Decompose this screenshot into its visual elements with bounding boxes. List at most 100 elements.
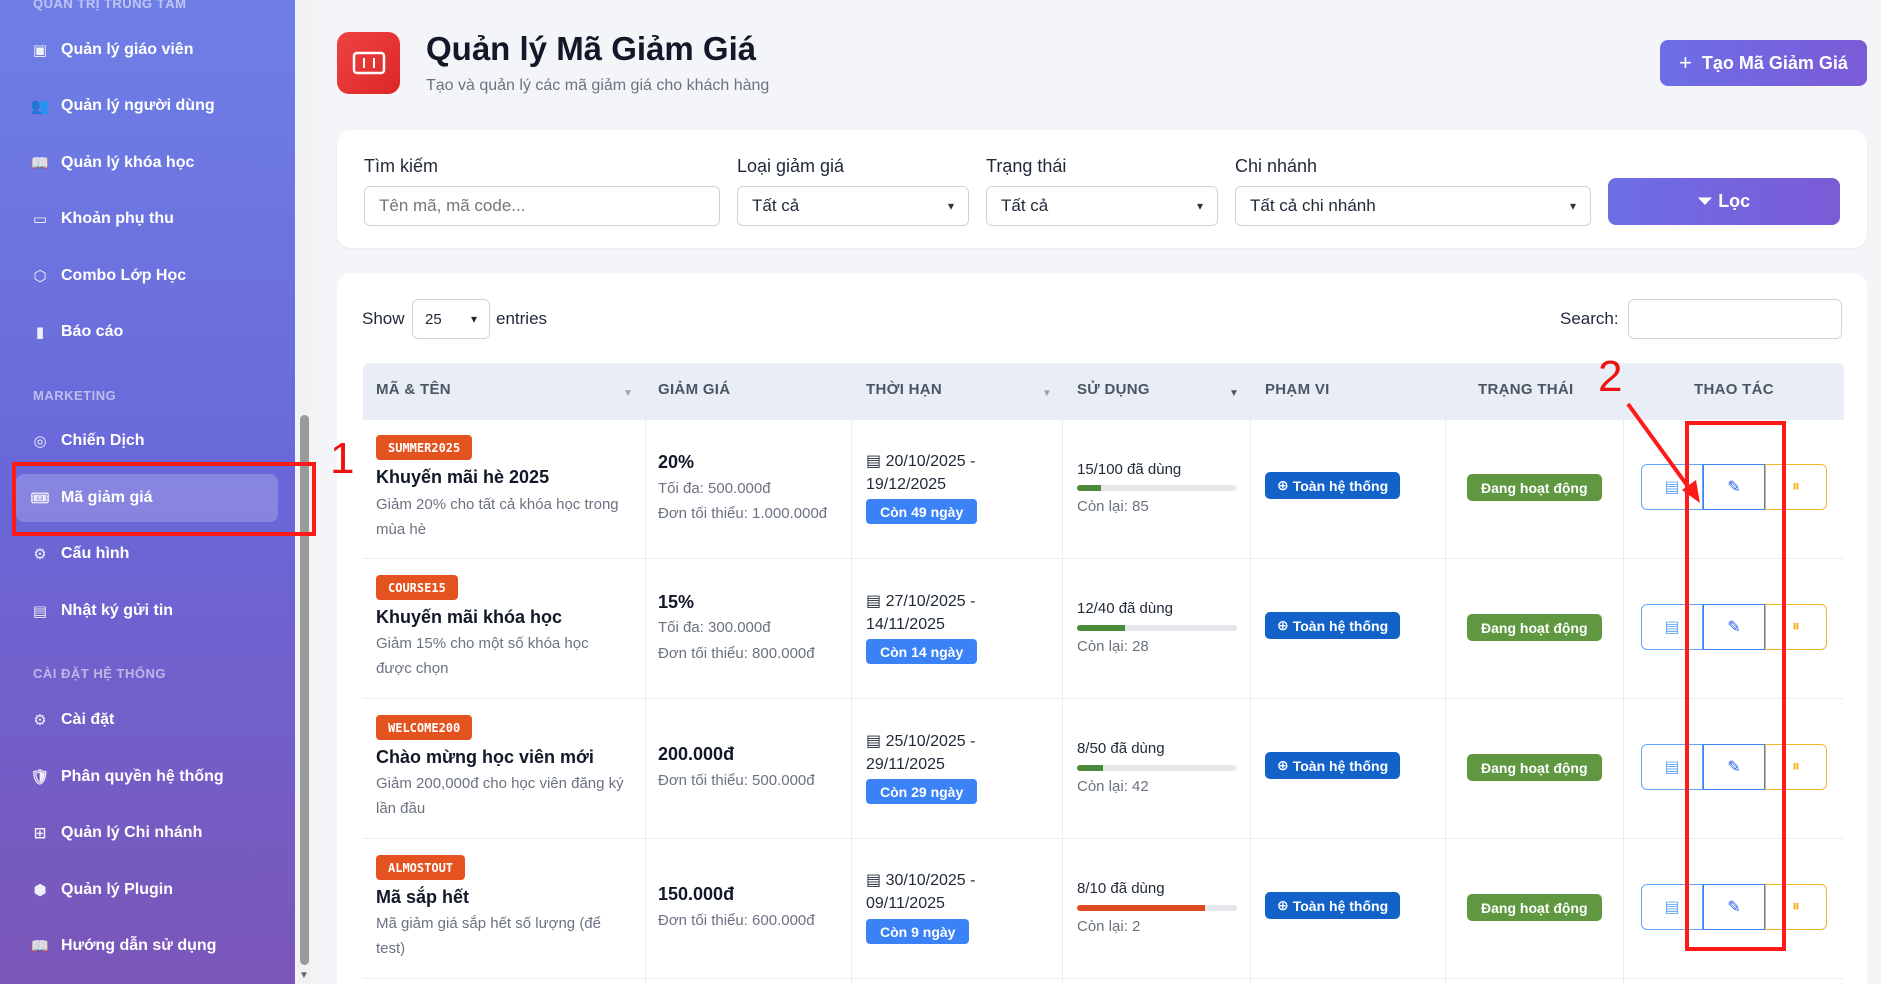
sitemap-icon: ⊞: [33, 825, 47, 842]
coupon-name: Khuyến mãi khóa học: [376, 607, 563, 627]
sidebar-item-plugins[interactable]: ⬢ Quản lý Plugin: [16, 866, 278, 914]
col-header-usage[interactable]: SỬ DỤNG: [1077, 381, 1150, 398]
coupon-code-badge: SUMMER2025: [376, 435, 473, 460]
col-header-code[interactable]: MÃ & TÊN: [376, 381, 451, 398]
sidebar-item-branches[interactable]: ⊞ Quản lý Chi nhánh: [16, 809, 278, 857]
sidebar-item-guide[interactable]: 📖 Hướng dẫn sử dụng: [30, 937, 217, 955]
annotation-label-2: 2: [1598, 352, 1623, 401]
sidebar: QUẢN TRỊ TRUNG TÂM ▣ Quản lý giáo viên 👥 Q…: [0, 0, 295, 984]
usage-count: 8/10 đã dùng: [1077, 880, 1165, 897]
plugin-icon: ⬢: [33, 882, 47, 899]
view-button[interactable]: ▤: [1641, 744, 1703, 790]
status-badge: Đang hoạt động: [1467, 614, 1602, 641]
col-header-status: TRẠNG THÁI: [1478, 381, 1574, 398]
validity-dates: ▤ 30/10/2025 -09/11/2025: [866, 872, 976, 912]
wallet-icon: ▭: [32, 211, 48, 228]
sort-active-icon[interactable]: ▼: [1229, 388, 1239, 399]
scope-badge: ⊕ Toàn hệ thống: [1265, 472, 1401, 499]
usage-progress-bar: [1077, 765, 1237, 771]
col-header-discount[interactable]: GIẢM GIÁ: [658, 381, 731, 398]
funnel-icon: ⏷: [1697, 191, 1713, 211]
table-search-label: Search:: [1560, 309, 1619, 328]
discount-min-order: Đơn tối thiểu: 1.000.000đ: [658, 505, 828, 522]
coupon-name: Khuyến mãi hè 2025: [376, 467, 550, 487]
sort-icon[interactable]: ▼: [1042, 388, 1052, 399]
teacher-icon: ▣: [32, 42, 48, 59]
edit-button[interactable]: ✎: [1703, 884, 1765, 930]
ticket-icon: 🎟: [30, 490, 50, 507]
create-coupon-button[interactable]: + Tạo Mã Giảm Giá: [1660, 40, 1867, 86]
pause-button[interactable]: ⏸: [1765, 884, 1827, 930]
pause-icon: ⏸: [1791, 898, 1800, 915]
box-icon: ⬡: [33, 268, 47, 285]
usage-count: 15/100 đã dùng: [1077, 461, 1182, 478]
pencil-icon: ✎: [1727, 479, 1741, 496]
sidebar-item-message-log[interactable]: ▤ Nhật ký gửi tin: [32, 602, 174, 620]
edit-button[interactable]: ✎: [1703, 744, 1765, 790]
edit-button[interactable]: ✎: [1703, 464, 1765, 510]
scope-badge: ⊕ Toàn hệ thống: [1265, 892, 1401, 919]
users-icon: 👥: [30, 98, 50, 115]
coupon-header-icon: [337, 32, 400, 94]
pause-icon: ⏸: [1791, 618, 1800, 635]
filter-button[interactable]: ⏷ Lọc: [1608, 178, 1840, 225]
days-remaining-badge: Còn 14 ngày: [866, 639, 978, 664]
discount-min-order: Đơn tối thiểu: 800.000đ: [658, 645, 815, 662]
usage-count: 12/40 đã dùng: [1077, 600, 1173, 617]
status-label: Trạng thái: [986, 156, 1067, 176]
sidebar-scrollbar-thumb[interactable]: [300, 415, 309, 965]
view-button[interactable]: ▤: [1641, 604, 1703, 650]
status-badge: Đang hoạt động: [1467, 754, 1602, 781]
branch-select[interactable]: Tất cả chi nhánh ▾: [1235, 186, 1591, 226]
status-select[interactable]: Tất cả ▾: [986, 186, 1218, 226]
pencil-icon: ✎: [1727, 759, 1741, 776]
pause-button[interactable]: ⏸: [1765, 744, 1827, 790]
coupon-name: Mã sắp hết: [376, 887, 470, 907]
sidebar-item-combo[interactable]: ⬡ Combo Lớp Học: [16, 252, 278, 300]
usage-progress-bar: [1077, 625, 1237, 631]
col-header-period[interactable]: THỜI HẠN: [866, 381, 943, 398]
annotation-box-2: [1685, 421, 1786, 951]
discount-type-select[interactable]: Tất cả ▾: [737, 186, 969, 226]
validity-dates: ▤ 20/10/2025 -19/12/2025: [866, 453, 976, 493]
pause-button[interactable]: ⏸: [1765, 464, 1827, 510]
coupon-description: Mã giảm giá sắp hết số lượng (để test): [376, 915, 601, 957]
col-header-actions: THAO TÁC: [1694, 381, 1774, 398]
discount-max: Tối đa: 300.000đ: [658, 619, 771, 636]
coupon-code-badge: WELCOME200: [376, 715, 473, 740]
edit-button[interactable]: ✎: [1703, 604, 1765, 650]
page-size-select[interactable]: 25 ▾: [412, 299, 490, 339]
sidebar-item-coupons[interactable]: 🎟 Mã giảm giá: [16, 474, 278, 522]
pause-button[interactable]: ⏸: [1765, 604, 1827, 650]
usage-remaining: Còn lại: 2: [1077, 918, 1141, 935]
table-search-input[interactable]: [1628, 299, 1842, 339]
view-button[interactable]: ▤: [1641, 884, 1703, 930]
target-icon: ◎: [33, 433, 47, 450]
sidebar-item-config[interactable]: ⚙ Cấu hình: [16, 530, 278, 578]
sidebar-item-courses[interactable]: 📖 Quản lý khóa học: [30, 154, 195, 172]
days-remaining-badge: Còn 9 ngày: [866, 919, 970, 944]
discount-value: 20%: [658, 452, 695, 472]
sidebar-item-permissions[interactable]: 🛡 Phân quyền hệ thống: [30, 768, 224, 786]
scope-badge: ⊕ Toàn hệ thống: [1265, 612, 1401, 639]
sort-icon[interactable]: ▼: [623, 388, 633, 399]
scroll-down-arrow-icon[interactable]: ▼: [299, 970, 309, 981]
sidebar-item-surcharges[interactable]: ▭ Khoản phụ thu: [32, 210, 174, 228]
annotation-arrow-icon: [1626, 402, 1700, 503]
sidebar-item-users[interactable]: 👥 Quản lý người dùng: [30, 97, 215, 115]
shield-icon: 🛡: [30, 769, 50, 786]
days-remaining-badge: Còn 49 ngày: [866, 499, 978, 524]
calendar-icon: ▤: [866, 453, 882, 470]
sidebar-item-teachers[interactable]: ▣ Quản lý giáo viên: [32, 41, 194, 59]
sidebar-item-settings[interactable]: ⚙ Cài đặt: [16, 696, 278, 744]
plus-icon: +: [1679, 50, 1692, 75]
usage-progress-bar: [1077, 905, 1237, 911]
sidebar-item-reports[interactable]: ▮ Báo cáo: [16, 308, 278, 356]
status-badge: Đang hoạt động: [1467, 474, 1602, 501]
coupon-code-badge: COURSE15: [376, 575, 458, 600]
search-input[interactable]: [364, 186, 720, 226]
col-header-scope: PHẠM VI: [1265, 381, 1330, 398]
sidebar-item-campaigns[interactable]: ◎ Chiến Dịch: [16, 417, 278, 465]
annotation-label-1: 1: [330, 434, 355, 483]
validity-dates: ▤ 25/10/2025 -29/11/2025: [866, 733, 976, 773]
